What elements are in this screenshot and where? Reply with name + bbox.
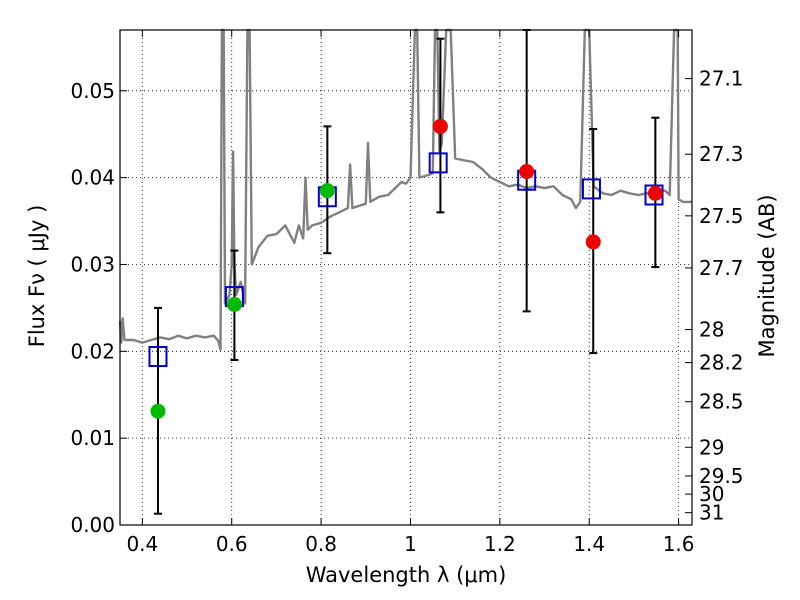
plot-frame <box>119 29 693 526</box>
magnitude-tick-label: 28 <box>699 318 724 342</box>
observed-flux-point <box>519 164 535 180</box>
x-tick-label: 1 <box>404 532 417 556</box>
x-axis-label: Wavelength λ (μm) <box>306 563 507 587</box>
magnitude-axis-label: Magnitude (AB) <box>755 194 779 357</box>
y-tick-label: 0.02 <box>70 339 115 363</box>
spectrum-layer <box>118 28 692 351</box>
magnitude-tick-label: 29.5 <box>699 464 744 488</box>
x-tick-label: 0.8 <box>305 532 337 556</box>
y-axis-ticks: 0.00 0.01 0.02 0.03 0.04 0.05 <box>70 79 127 537</box>
y-tick-label: 0.03 <box>70 252 115 276</box>
magnitude-tick-label: 30 <box>699 482 724 506</box>
magnitude-tick-label: 27.1 <box>699 67 744 91</box>
x-tick-label: 0.6 <box>216 532 248 556</box>
template-spectrum-line <box>118 28 692 351</box>
model-flux-square <box>148 346 168 368</box>
y-tick-label: 0.00 <box>70 513 115 537</box>
magnitude-tick-label: 28.2 <box>699 351 744 375</box>
model-square-layer <box>148 152 664 368</box>
model-flux-square <box>581 178 601 200</box>
magnitude-tick-label: 28.5 <box>699 390 744 414</box>
observed-flux-point <box>226 296 242 312</box>
y-tick-label: 0.04 <box>70 166 115 190</box>
x-axis-ticks: 0.4 0.6 0.8 1 1.2 1.4 1.6 <box>126 30 695 556</box>
grid-lines <box>120 30 692 526</box>
observed-flux-point <box>585 234 601 250</box>
magnitude-tick-label: 27.5 <box>699 204 744 228</box>
observed-point-layer <box>150 118 663 419</box>
y-axis-label: Flux Fν ( μJy ) <box>25 205 49 348</box>
x-tick-label: 1.6 <box>663 532 695 556</box>
magnitude-tick-label: 31 <box>699 501 724 525</box>
x-tick-label: 0.4 <box>126 532 158 556</box>
observed-flux-point <box>432 118 448 134</box>
model-flux-square <box>428 152 448 174</box>
y-tick-label: 0.05 <box>70 79 115 103</box>
observed-flux-point <box>319 183 335 199</box>
x-tick-label: 1.2 <box>484 532 516 556</box>
observed-flux-point <box>150 403 166 419</box>
y-tick-label: 0.01 <box>70 426 115 450</box>
magnitude-tick-label: 27.3 <box>699 142 744 166</box>
magnitude-tick-label: 27.7 <box>699 256 744 280</box>
x-tick-label: 1.4 <box>573 532 605 556</box>
magnitude-tick-label: 29 <box>699 435 724 459</box>
observed-flux-point <box>647 185 663 201</box>
